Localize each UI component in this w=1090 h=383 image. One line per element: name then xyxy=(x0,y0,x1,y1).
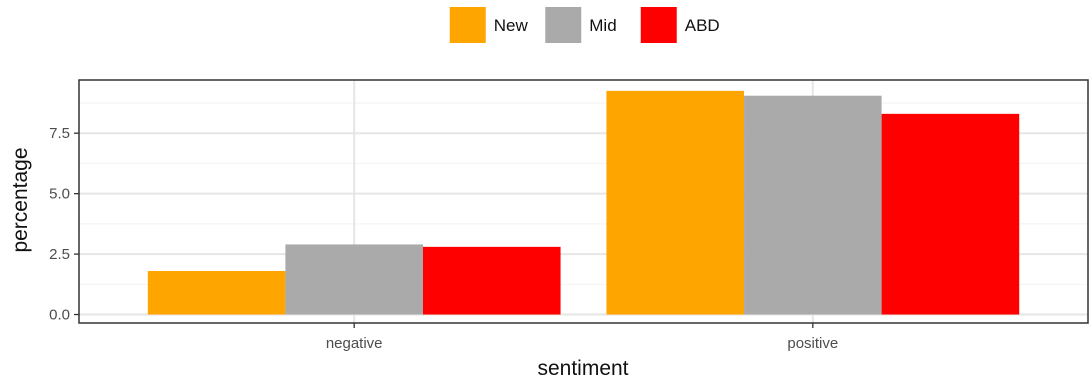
legend-key-new xyxy=(449,7,486,43)
legend: New Mid ABD xyxy=(449,7,720,43)
bar-mid-positive xyxy=(744,95,882,315)
legend-label-new: New xyxy=(494,16,529,35)
bar-abd-positive xyxy=(881,113,1020,315)
x-axis-title: sentiment xyxy=(537,357,628,380)
legend-label-mid: Mid xyxy=(589,16,616,35)
legend-key-abd xyxy=(640,7,677,43)
bar-mid-negative xyxy=(285,244,423,315)
y-tick-label: 5.0 xyxy=(49,186,70,203)
y-tick-label: 2.5 xyxy=(49,246,70,263)
plot-border xyxy=(78,79,1089,324)
bar-abd-negative xyxy=(422,246,561,315)
y-axis-title: percentage xyxy=(9,147,32,252)
y-tick-label: 7.5 xyxy=(49,125,70,142)
legend-label-abd: ABD xyxy=(685,16,720,35)
legend-key-mid xyxy=(545,7,582,43)
x-tick-label: positive xyxy=(787,335,838,352)
y-tick-label: 0.0 xyxy=(49,307,70,324)
plot-area: 0.0 2.5 5.0 7.5 negative positive xyxy=(49,79,1089,352)
bar-new-negative xyxy=(147,271,286,315)
x-tick-label: negative xyxy=(326,335,383,352)
bar-new-positive xyxy=(606,90,745,315)
